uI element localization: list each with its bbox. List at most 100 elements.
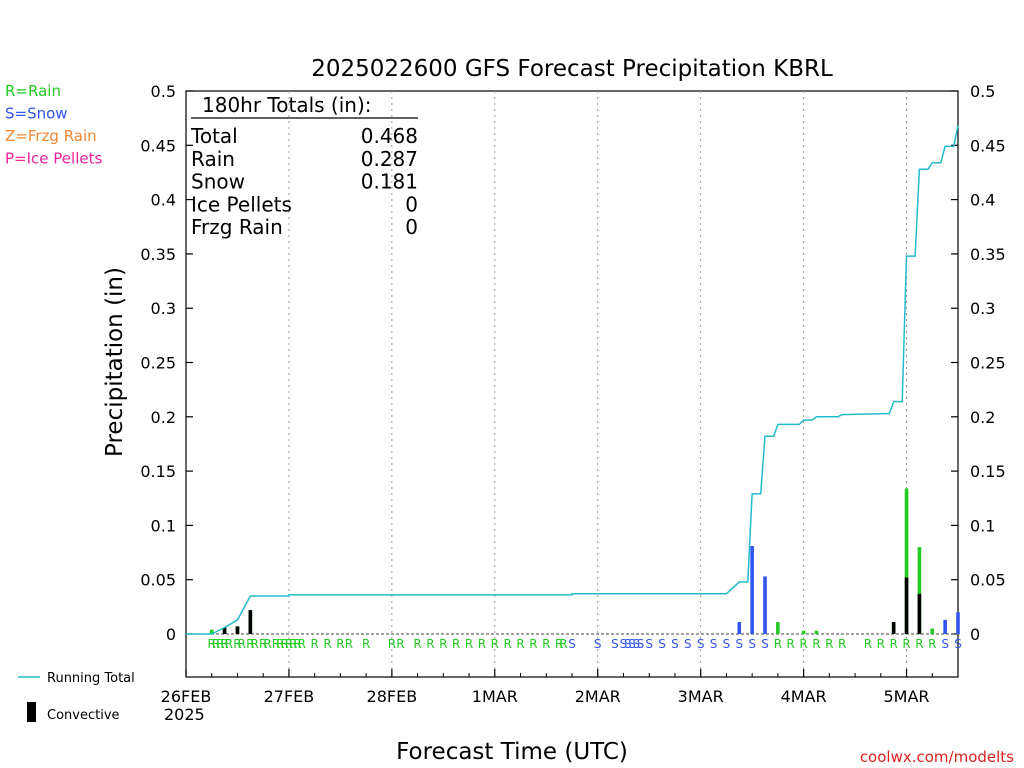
- precip-bar: [904, 488, 909, 634]
- y-tick-label-right: 0.5: [970, 82, 995, 101]
- y-tick-label-left: 0.1: [151, 516, 176, 535]
- precip-bar: [776, 622, 780, 634]
- y-tick-label-left: 0.2: [151, 408, 176, 427]
- precip-type-marker: S: [697, 637, 705, 651]
- series-legend: Running Total Convective: [18, 671, 135, 723]
- precip-bar: [763, 576, 767, 634]
- precip-type-marker: S: [748, 637, 756, 651]
- precip-type-marker: R: [478, 637, 486, 651]
- x-tick-label: 5MAR: [884, 687, 930, 706]
- precip-type-marker: S: [568, 637, 576, 651]
- convective-bar: [222, 627, 227, 634]
- precip-type-marker: S: [710, 637, 718, 651]
- precip-type-marker: R: [864, 637, 872, 651]
- precip-type-marker: R: [276, 637, 284, 651]
- y-tick-label-left: 0.05: [140, 571, 176, 590]
- precip-type-marker: R: [516, 637, 524, 651]
- precip-type-marker: R: [503, 637, 511, 651]
- precip-type-marker: R: [555, 637, 563, 651]
- totals-row-label: Rain: [191, 147, 235, 171]
- precip-type-marker: R: [289, 637, 297, 651]
- precip-type-marker: S: [628, 637, 636, 651]
- precip-type-marker: R: [915, 637, 923, 651]
- precip-type-marker: R: [529, 637, 537, 651]
- precip-type-marker: R: [799, 637, 807, 651]
- precip-type-marker: S: [735, 637, 743, 651]
- y-tick-label-left: 0: [166, 625, 176, 644]
- precip-bar: [209, 629, 214, 634]
- y-tick-label-right: 0.45: [970, 136, 1006, 155]
- precip-type-marker: S: [624, 637, 632, 651]
- precip-type-marker: R: [250, 637, 258, 651]
- precip-type-marker: R: [259, 637, 267, 651]
- precip-type-marker: R: [246, 637, 254, 651]
- x-axis-label: Forecast Time (UTC): [396, 739, 628, 765]
- precip-type-marker: S: [645, 637, 653, 651]
- x-tick-label: 26FEB: [161, 687, 212, 706]
- precip-type-marker: R: [396, 637, 404, 651]
- precip-bar: [917, 547, 922, 634]
- y-tick-label-right: 0.35: [970, 245, 1006, 264]
- precip-type-marker: R: [272, 637, 280, 651]
- precip-type-marker: R: [388, 637, 396, 651]
- precip-type-marker: R: [542, 637, 550, 651]
- precip-type-marker: R: [225, 637, 233, 651]
- y-tick-label-left: 0.15: [140, 462, 176, 481]
- precip-type-marker: S: [611, 637, 619, 651]
- totals-row-value: 0: [405, 192, 418, 216]
- precip-type-marker: R: [452, 637, 460, 651]
- running-total-legend-label: Running Total: [47, 671, 135, 686]
- running-total-line: [186, 125, 959, 635]
- legend-type-entry: P=Ice Pellets: [5, 150, 102, 168]
- y-tick-label-right: 0.05: [970, 571, 1006, 590]
- y-tick-label-right: 0.25: [970, 354, 1006, 373]
- legend-type-entry: S=Snow: [5, 105, 68, 123]
- precip-type-marker: R: [285, 637, 293, 651]
- x-tick-label: 4MAR: [781, 687, 827, 706]
- credit-text: coolwx.com/modelts: [860, 748, 1014, 766]
- precip-type-marker: R: [426, 637, 434, 651]
- x-tick-label: 3MAR: [678, 687, 724, 706]
- precip-type-marker: R: [787, 637, 795, 651]
- precip-type-marker: R: [928, 637, 936, 651]
- precip-type-marker: R: [310, 637, 318, 651]
- precip-type-marker: R: [298, 637, 306, 651]
- precip-bar: [814, 630, 819, 634]
- y-tick-label-right: 0.4: [970, 191, 995, 210]
- convective-bar: [917, 593, 922, 634]
- totals-row-label: Total: [190, 124, 238, 148]
- x-year-label: 2025: [164, 705, 205, 724]
- plot-frame: [185, 90, 959, 678]
- x-tick-label: 1MAR: [472, 687, 518, 706]
- precip-type-marker: S: [620, 637, 628, 651]
- totals-row-value: 0.468: [361, 124, 418, 148]
- totals-box: 180hr Totals (in): Total 0.468 Rain 0.287 Sno…: [190, 93, 418, 239]
- precip-type-marker: R: [413, 637, 421, 651]
- y-tick-label-left: 0.3: [151, 299, 176, 318]
- precip-type-marker: R: [233, 637, 241, 651]
- totals-row-label: Snow: [191, 170, 245, 194]
- precip-bar: [750, 546, 754, 634]
- precip-type-marker: R: [293, 637, 301, 651]
- y-tick-label-right: 0.1: [970, 516, 995, 535]
- precip-bar: [737, 622, 742, 634]
- precip-type-marker: S: [761, 637, 769, 651]
- totals-row-value: 0.181: [361, 170, 418, 194]
- y-tick-label-left: 0.35: [140, 245, 176, 264]
- precip-type-marker: S: [633, 637, 641, 651]
- precip-type-marker: R: [220, 637, 228, 651]
- totals-heading: 180hr Totals (in):: [202, 93, 372, 117]
- precip-bar: [801, 630, 806, 634]
- totals-row-value: 0: [405, 215, 418, 239]
- precip-type-marker: R: [812, 637, 820, 651]
- precip-type-marker: S: [594, 637, 602, 651]
- y-tick-label-left: 0.5: [151, 82, 176, 101]
- x-tick-label: 2MAR: [575, 687, 621, 706]
- y-tick-label-right: 0: [970, 625, 980, 644]
- convective-legend-swatch: [27, 702, 36, 722]
- y-tick-label-right: 0.2: [970, 408, 995, 427]
- precip-type-marker: R: [238, 637, 246, 651]
- precip-type-marker: S: [941, 637, 949, 651]
- precip-bar: [956, 612, 960, 634]
